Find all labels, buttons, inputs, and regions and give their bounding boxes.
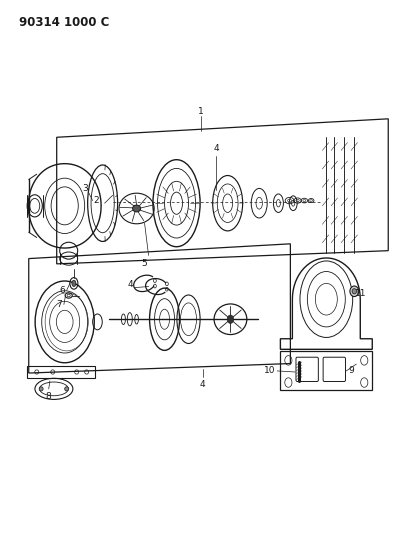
Text: 8: 8 — [46, 392, 51, 401]
Ellipse shape — [72, 280, 76, 287]
Ellipse shape — [39, 387, 43, 391]
Text: 10: 10 — [264, 366, 275, 375]
Text: 4: 4 — [214, 144, 219, 153]
Text: 6: 6 — [59, 286, 65, 295]
Text: 4: 4 — [200, 380, 205, 389]
Ellipse shape — [65, 387, 69, 391]
Ellipse shape — [352, 289, 356, 294]
Text: 90314 1000 C: 90314 1000 C — [19, 16, 109, 29]
Text: 1: 1 — [198, 107, 203, 116]
Text: 7: 7 — [56, 300, 62, 309]
Text: 3: 3 — [82, 184, 87, 193]
Text: 2: 2 — [94, 196, 100, 205]
Text: 11: 11 — [355, 289, 367, 298]
Text: 5: 5 — [142, 259, 147, 268]
Ellipse shape — [350, 286, 359, 296]
Circle shape — [227, 315, 234, 324]
Text: 4: 4 — [128, 280, 133, 289]
Ellipse shape — [132, 205, 141, 212]
Text: 9: 9 — [348, 366, 354, 375]
